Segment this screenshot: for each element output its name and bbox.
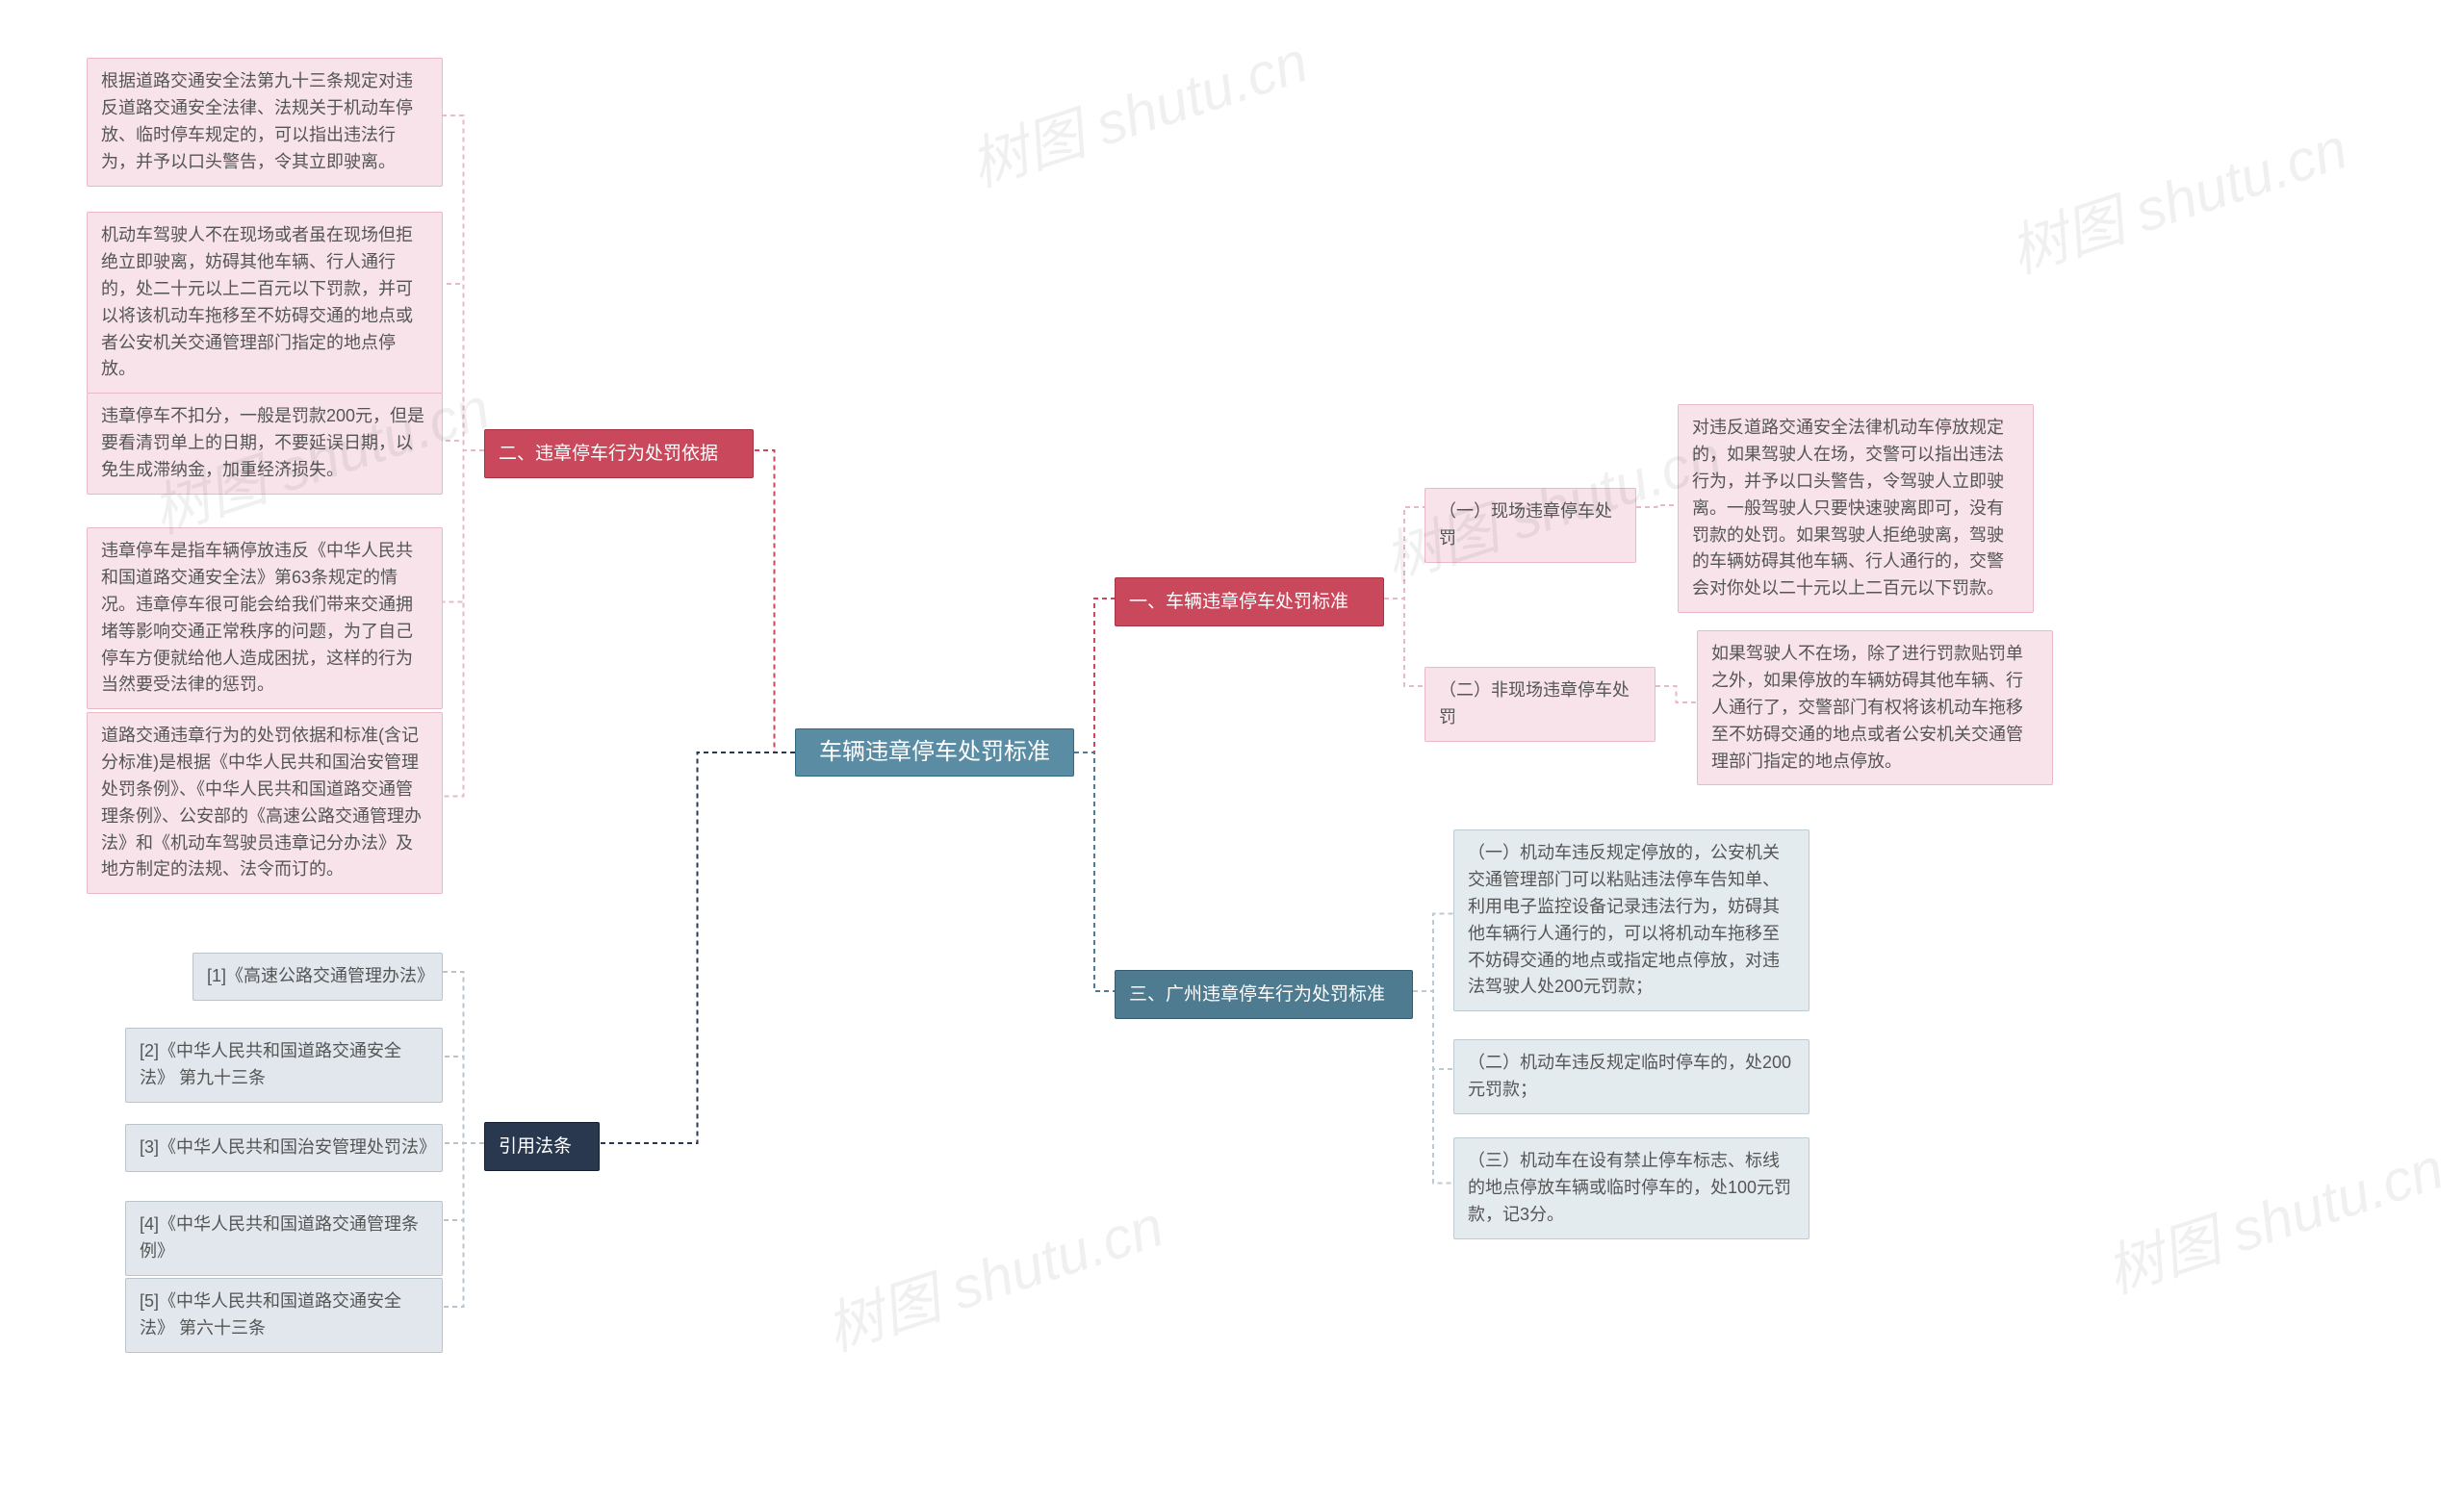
leaf-branch2-2: 违章停车不扣分，一般是罚款200元，但是要看清罚单上的日期，不要延误日期，以免生… (87, 393, 443, 495)
watermark: 树图 shutu.cn (813, 1180, 1172, 1367)
branch-branch3: 三、广州违章停车行为处罚标准 (1115, 970, 1413, 1019)
branch-branch_ref: 引用法条 (484, 1122, 600, 1171)
detail-branch1-0: 对违反道路交通安全法律机动车停放规定的，如果驾驶人在场，交警可以指出违法行为，并… (1678, 404, 2034, 613)
leaf-branch2-4: 道路交通违章行为的处罚依据和标准(含记分标准)是根据《中华人民共和国治安管理处罚… (87, 712, 443, 894)
leaf-branch_ref-1: [2]《中华人民共和国道路交通安全法》 第九十三条 (125, 1028, 443, 1103)
watermark: 树图 shutu.cn (2093, 1122, 2452, 1310)
sub-branch1-0: （一）现场违章停车处罚 (1424, 488, 1636, 563)
leaf-branch2-0: 根据道路交通安全法第九十三条规定对违反道路交通安全法律、法规关于机动车停放、临时… (87, 58, 443, 187)
leaf-branch3-1: （二）机动车违反规定临时停车的，处200元罚款； (1453, 1039, 1810, 1114)
leaf-branch3-2: （三）机动车在设有禁止停车标志、标线的地点停放车辆或临时停车的，处100元罚款，… (1453, 1137, 1810, 1239)
branch-branch1: 一、车辆违章停车处罚标准 (1115, 577, 1384, 626)
leaf-branch2-1: 机动车驾驶人不在现场或者虽在现场但拒绝立即驶离，妨碍其他车辆、行人通行的，处二十… (87, 212, 443, 394)
sub-branch1-1: （二）非现场违章停车处罚 (1424, 667, 1656, 742)
watermark: 树图 shutu.cn (1997, 102, 2356, 290)
detail-branch1-1: 如果驾驶人不在场，除了进行罚款贴罚单之外，如果停放的车辆妨碍其他车辆、行人通行了… (1697, 630, 2053, 785)
leaf-branch_ref-3: [4]《中华人民共和国道路交通管理条例》 (125, 1201, 443, 1276)
leaf-branch_ref-4: [5]《中华人民共和国道路交通安全法》 第六十三条 (125, 1278, 443, 1353)
leaf-branch3-0: （一）机动车违反规定停放的，公安机关交通管理部门可以粘贴违法停车告知单、利用电子… (1453, 829, 1810, 1011)
leaf-branch2-3: 违章停车是指车辆停放违反《中华人民共和国道路交通安全法》第63条规定的情况。违章… (87, 527, 443, 709)
leaf-branch_ref-0: [1]《高速公路交通管理办法》 (192, 953, 443, 1001)
watermark: 树图 shutu.cn (958, 15, 1317, 203)
root-node: 车辆违章停车处罚标准 (795, 728, 1074, 777)
leaf-branch_ref-2: [3]《中华人民共和国治安管理处罚法》 (125, 1124, 443, 1172)
branch-branch2: 二、违章停车行为处罚依据 (484, 429, 754, 478)
